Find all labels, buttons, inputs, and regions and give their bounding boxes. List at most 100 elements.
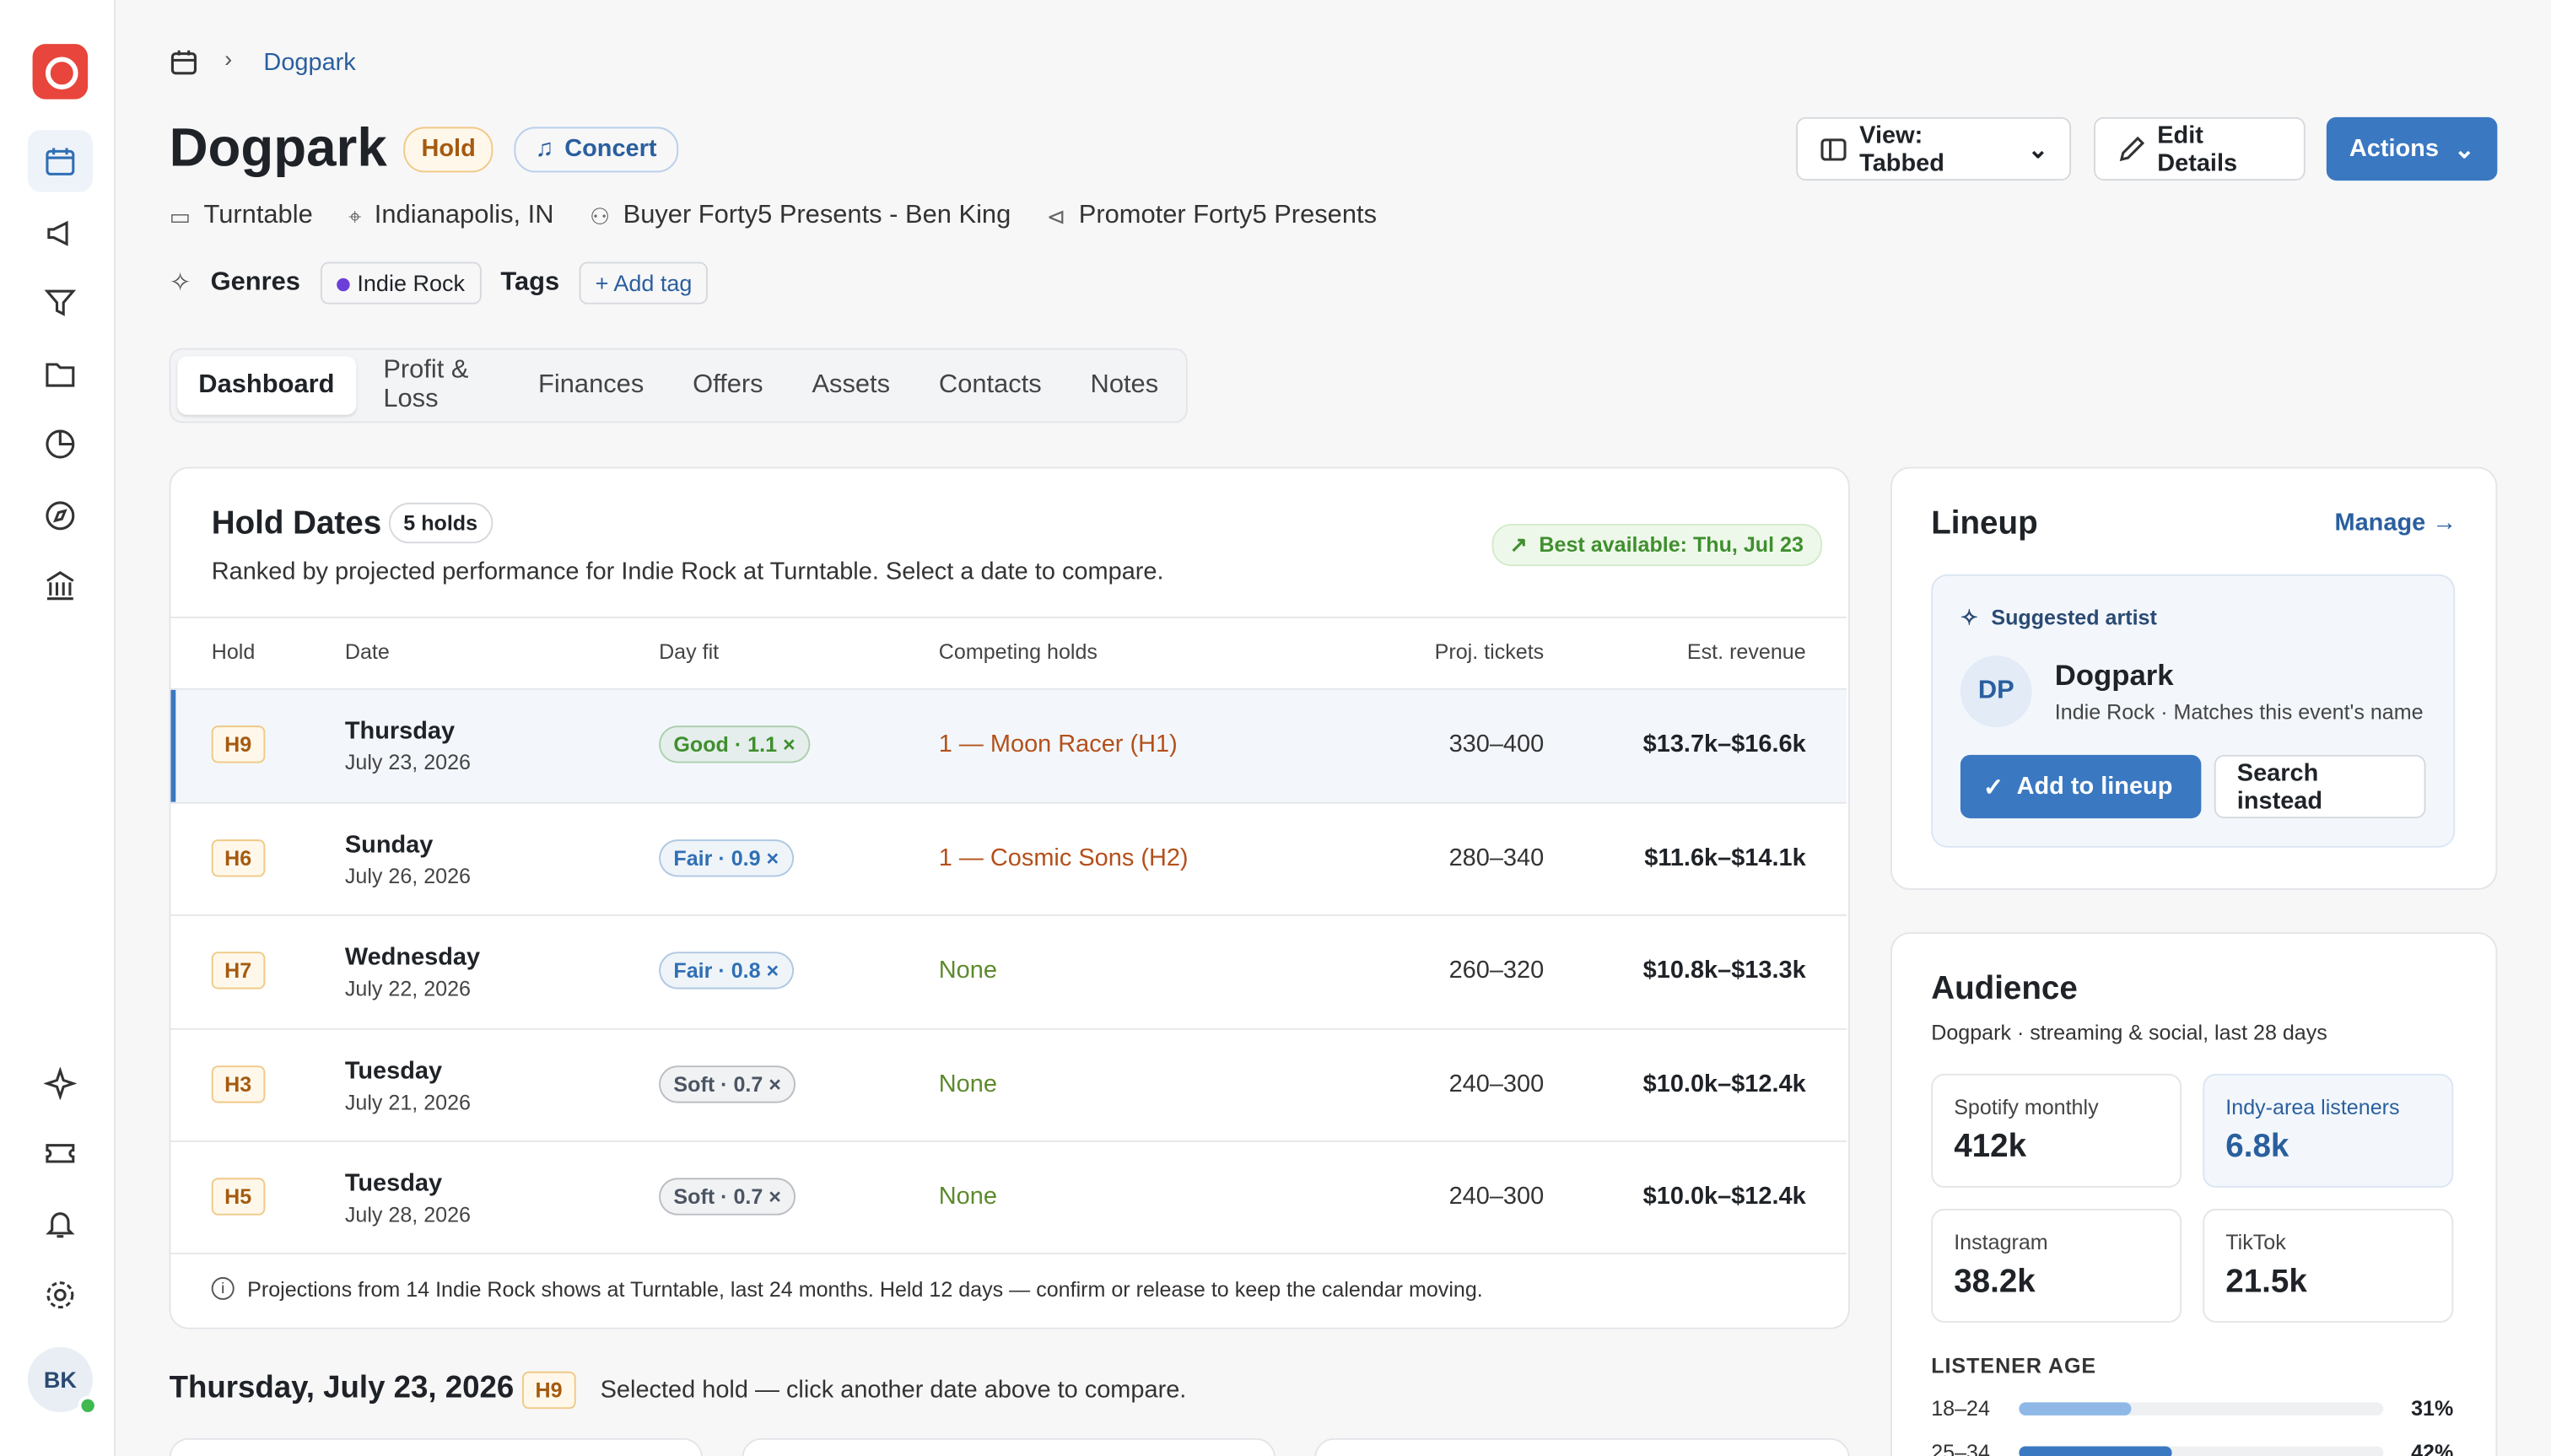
edit-button[interactable]: Edit Details (2094, 116, 2306, 181)
nav-ai[interactable] (44, 1067, 77, 1100)
age-bar (2019, 1446, 2172, 1456)
date: July 21, 2026 (344, 1089, 472, 1114)
day: Sunday (344, 830, 434, 859)
view-button[interactable]: View: Tabbed ⌄ (1796, 116, 2072, 181)
nav-explore[interactable] (44, 499, 77, 532)
search-instead[interactable]: Search instead (2214, 754, 2426, 819)
manage-link[interactable]: Manage → (2334, 509, 2457, 537)
age-bar (2019, 1402, 2133, 1416)
meta-text: Indianapolis, IN (374, 202, 554, 229)
hold-badge: H6 (211, 839, 265, 876)
selected-date: Thursday, July 23, 2026 (169, 1371, 515, 1406)
stat-value: 412k (1954, 1129, 2027, 1165)
hold-row[interactable] (170, 1140, 1847, 1254)
competing: 1 — Moon Racer (H1) (938, 730, 1178, 758)
competing: None (938, 1070, 997, 1097)
tab[interactable]: Notes (1090, 370, 1159, 399)
nav-folder[interactable] (44, 358, 77, 391)
revenue: $11.6k–$14.1k (1644, 843, 1806, 871)
stat-value: 21.5k (2225, 1264, 2307, 1300)
nav-calendar[interactable] (44, 145, 77, 178)
nav-venues[interactable] (44, 569, 77, 602)
tab[interactable]: Assets (812, 370, 891, 399)
tickets: 330–400 (1448, 730, 1545, 758)
tab[interactable]: Dashboard (177, 356, 356, 415)
add-tag-button[interactable]: + Add tag (579, 262, 709, 305)
date: July 22, 2026 (344, 976, 472, 1001)
meta-text: Buyer Forty5 Presents - Ben King (623, 202, 1011, 229)
event-title: Dogpark (169, 116, 387, 178)
revenue: $13.7k–$16.6k (1642, 730, 1806, 758)
column-header: Est. revenue (1686, 639, 1806, 664)
tags-label: Tags (500, 268, 560, 296)
hold-badge: H7 (211, 952, 265, 990)
column-header: Date (344, 639, 390, 664)
meta-icon: ⊲ (1046, 202, 1066, 229)
selected-hold: H9 (522, 1371, 575, 1410)
tab[interactable]: Offers (693, 370, 763, 399)
hold-badge: H9 (211, 725, 265, 763)
nav-campaigns[interactable] (44, 216, 77, 249)
meta-icon: ⚇ (589, 202, 611, 229)
age-value: 31% (2411, 1395, 2454, 1421)
hold-row[interactable] (170, 1027, 1847, 1141)
holds-count: 5 holds (388, 502, 493, 544)
meta-row: ▭ Turntable ⌖ Indianapolis, IN ⚇ Buyer Forty5… (170, 202, 1377, 231)
nav-filter[interactable] (44, 286, 77, 319)
tab[interactable]: Profit & Loss (383, 356, 469, 413)
logo[interactable] (32, 44, 89, 100)
hold-row[interactable] (170, 801, 1847, 915)
revenue: $10.0k–$12.4k (1642, 1183, 1806, 1211)
nav-settings[interactable] (44, 1279, 77, 1312)
nav-reports[interactable] (44, 428, 77, 461)
actions-button[interactable]: Actions ⌄ (2326, 116, 2498, 181)
nav-notifications[interactable] (44, 1207, 77, 1240)
meta-item: ⚇ Buyer Forty5 Presents - Ben King (590, 202, 1011, 231)
meta-item: ⊲ Promoter Forty5 Presents (1047, 202, 1377, 231)
day-fit: Fair · 0.8 × (659, 952, 794, 990)
audience-subtitle: Dogpark · streaming & social, last 28 da… (1931, 1020, 2327, 1045)
meta-item: ⌖ Indianapolis, IN (348, 202, 553, 231)
meta-text: Promoter Forty5 Presents (1078, 202, 1377, 229)
best-available: ↗ Best available: Thu, Jul 23 (1491, 523, 1822, 567)
artist-name: Dogpark (2054, 659, 2174, 692)
stat-label: Instagram (1954, 1229, 2048, 1254)
day-fit: Soft · 0.7 × (659, 1065, 796, 1103)
type-badge: ♫ Concert (514, 127, 678, 173)
age-track (2019, 1446, 2384, 1456)
competing: None (938, 1183, 997, 1211)
column-header: Competing holds (938, 639, 1098, 664)
day-fit: Good · 1.1 × (659, 725, 810, 763)
stat-label: TikTok (2225, 1229, 2286, 1254)
day-fit: Soft · 0.7 × (659, 1178, 796, 1216)
genres-label: Genres (210, 268, 300, 296)
sidebar: BK (0, 0, 116, 1456)
hold-row[interactable] (170, 688, 1847, 802)
age-value: 42% (2411, 1439, 2454, 1456)
audience-title: Audience (1931, 971, 2078, 1007)
audience-card (1890, 932, 2498, 1456)
hold-dates-title: Hold Dates (211, 505, 382, 542)
lineup-title: Lineup (1931, 505, 2038, 542)
hold-dates-subtitle: Ranked by projected performance for Indi… (211, 558, 1164, 586)
breadcrumb-link[interactable]: Dogpark (263, 48, 356, 77)
calendar-icon (170, 50, 197, 75)
genre-chip: Indie Rock (320, 262, 482, 305)
tab[interactable]: Finances (538, 370, 644, 399)
suggested-label: ✧ Suggested artist (1960, 605, 2157, 630)
day: Tuesday (344, 1056, 443, 1085)
column-header: Proj. tickets (1434, 639, 1545, 664)
date: July 23, 2026 (344, 750, 472, 774)
day-fit: Fair · 0.9 × (659, 839, 794, 876)
hold-row[interactable] (170, 914, 1847, 1028)
tab[interactable]: Contacts (938, 370, 1042, 399)
status-badge: Hold (403, 127, 493, 173)
age-label: 18–24 (1931, 1395, 1990, 1421)
artist-avatar: DP (1960, 655, 2032, 728)
artist-meta: Indie Rock · Matches this event's name (2054, 699, 2424, 725)
add-to-lineup[interactable]: ✓ Add to lineup (1960, 754, 2202, 819)
revenue: $10.0k–$12.4k (1642, 1070, 1806, 1097)
hold-dates-card (169, 466, 1850, 1329)
date: July 28, 2026 (344, 1202, 472, 1227)
nav-tickets[interactable] (44, 1137, 77, 1170)
